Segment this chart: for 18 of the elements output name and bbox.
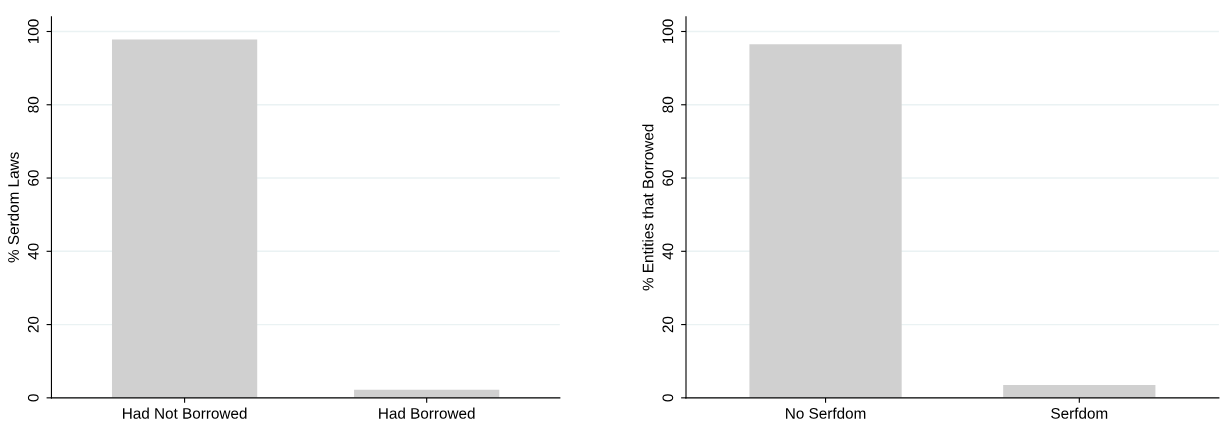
y-tick-label: 0 (662, 394, 674, 402)
y-tick-label: 60 (27, 170, 39, 186)
y-axis-title: % Entities that Borrowed (642, 124, 654, 291)
x-tick-label: Had Not Borrowed (123, 407, 247, 419)
y-tick-label: 0 (27, 394, 39, 402)
y-tick-label: 100 (662, 19, 674, 44)
x-tick-label: Serfdom (1051, 407, 1108, 419)
y-tick-label: 80 (662, 96, 674, 113)
y-tick-label: 20 (27, 316, 39, 333)
y-tick-label: 100 (27, 19, 39, 44)
y-tick-label: 40 (662, 243, 674, 260)
y-tick-label: 60 (662, 170, 674, 186)
y-tick-label: 80 (27, 96, 39, 113)
y-tick-label: 40 (27, 243, 39, 260)
x-tick-label: Had Borrowed (379, 407, 475, 419)
x-tick-label: No Serfdom (786, 407, 866, 419)
y-tick-label: 20 (662, 316, 674, 333)
y-axis-title: % Serdom Laws (7, 152, 19, 263)
